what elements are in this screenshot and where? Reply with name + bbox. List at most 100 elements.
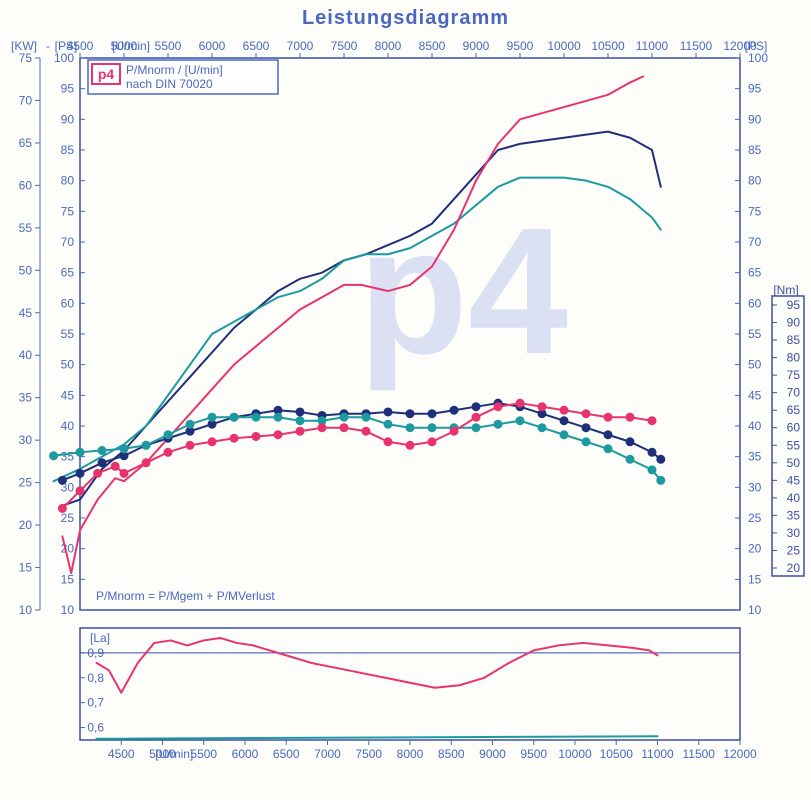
nm-tick: 40	[787, 491, 801, 505]
marker-torque-teal	[406, 424, 414, 432]
marker-torque-pink	[120, 469, 128, 477]
lambda-x-tick: 4500	[108, 747, 135, 761]
marker-torque-pink	[274, 431, 282, 439]
legend-badge: p4	[98, 66, 115, 82]
marker-torque-teal	[164, 431, 172, 439]
x-top-tick: 11500	[680, 39, 713, 53]
ps-right-tick: 40	[748, 419, 762, 433]
marker-torque-pink	[384, 438, 392, 446]
marker-torque-pink	[340, 424, 348, 432]
marker-torque-pink	[428, 438, 436, 446]
nm-tick: 35	[787, 508, 801, 522]
ps-left-tick: 25	[61, 511, 75, 525]
lambda-x-tick: 11500	[683, 747, 716, 761]
nm-tick: 65	[787, 403, 801, 417]
nm-tick: 45	[787, 473, 801, 487]
lambda-y-tick: 0,8	[87, 671, 104, 685]
marker-torque-teal	[538, 424, 546, 432]
series-lambda-pink	[97, 638, 658, 693]
kw-tick: 25	[19, 476, 33, 490]
x-top-tick: 10500	[591, 39, 625, 53]
marker-torque-teal	[252, 413, 260, 421]
ps-right-tick: 70	[748, 235, 762, 249]
nm-tick: 30	[787, 526, 801, 540]
legend-line2: nach DIN 70020	[126, 77, 213, 91]
marker-torque-navy	[648, 448, 656, 456]
x-top-tick: 9000	[463, 39, 490, 53]
x-top-tick: 9500	[507, 39, 534, 53]
ps-right-tick: 85	[748, 143, 762, 157]
ps-left-tick: 10	[61, 603, 75, 617]
lambda-x-tick: 7500	[355, 747, 382, 761]
ps-right-tick: 30	[748, 480, 762, 494]
ps-right-tick: 75	[748, 204, 762, 218]
nm-axis-title: [Nm]	[773, 283, 798, 297]
marker-torque-teal	[296, 417, 304, 425]
kw-tick: 75	[19, 51, 33, 65]
ps-right-tick: 45	[748, 388, 762, 402]
lambda-x-tick: 6000	[232, 747, 259, 761]
x-top-tick: 11000	[636, 39, 669, 53]
x-top-tick: 7500	[331, 39, 358, 53]
nm-tick: 85	[787, 333, 801, 347]
marker-torque-teal	[657, 476, 665, 484]
series-lambda-teal	[97, 736, 658, 738]
ps-left-tick: 40	[61, 419, 75, 433]
marker-torque-teal	[208, 413, 216, 421]
ps-right-tick: 35	[748, 450, 762, 464]
x-top-tick: 7000	[287, 39, 314, 53]
nm-tick: 25	[787, 543, 801, 557]
ps-right-tick: 90	[748, 112, 762, 126]
marker-torque-navy	[296, 408, 304, 416]
lambda-y-tick: 0,6	[87, 721, 104, 735]
marker-torque-navy	[406, 410, 414, 418]
ps-right-tick: 10	[748, 603, 762, 617]
marker-torque-teal	[340, 413, 348, 421]
lambda-y-tick: 0,7	[87, 696, 104, 710]
kw-tick: 70	[19, 93, 33, 107]
marker-torque-teal	[626, 455, 634, 463]
marker-torque-navy	[58, 476, 66, 484]
svg-text:-: -	[46, 39, 50, 53]
chart-title: Leistungsdiagramm	[302, 7, 509, 29]
marker-torque-teal	[186, 420, 194, 428]
marker-torque-teal	[230, 413, 238, 421]
ps-left-tick: 35	[61, 450, 75, 464]
marker-torque-teal	[362, 413, 370, 421]
nm-tick: 75	[787, 368, 801, 382]
ps-left-tick: 50	[61, 358, 75, 372]
marker-torque-pink	[58, 504, 66, 512]
lambda-x-tick: 5500	[190, 747, 217, 761]
formula-note: P/Mnorm = P/Mgem + P/MVerlust	[96, 589, 275, 603]
ps-left-tick: 80	[61, 174, 75, 188]
marker-torque-pink	[318, 424, 326, 432]
marker-torque-navy	[450, 406, 458, 414]
marker-torque-navy	[657, 455, 665, 463]
lambda-x-tick: 7000	[314, 747, 341, 761]
ps-left-tick: 45	[61, 388, 75, 402]
lambda-x-tick: 10500	[600, 747, 634, 761]
marker-torque-teal	[76, 448, 84, 456]
marker-torque-pink	[516, 399, 524, 407]
ps-right-tick: 100	[748, 51, 768, 65]
lambda-x-tick: 11000	[641, 747, 674, 761]
chart-svg: Leistungsdiagrammp4450050005500600065007…	[0, 0, 811, 800]
marker-torque-teal	[560, 431, 568, 439]
marker-torque-pink	[538, 403, 546, 411]
ps-right-tick: 25	[748, 511, 762, 525]
x-top-tick: 6000	[199, 39, 226, 53]
marker-torque-pink	[406, 441, 414, 449]
marker-torque-teal	[120, 445, 128, 453]
marker-torque-pink	[164, 448, 172, 456]
marker-torque-teal	[494, 420, 502, 428]
nm-tick: 60	[787, 421, 801, 435]
marker-torque-pink	[94, 469, 102, 477]
x-top-tick: 5500	[155, 39, 182, 53]
kw-tick: 60	[19, 178, 33, 192]
marker-torque-pink	[472, 413, 480, 421]
ps-right-tick: 20	[748, 542, 762, 556]
marker-torque-teal	[472, 424, 480, 432]
ps-left-tick: 75	[61, 204, 75, 218]
ps-right-tick: 60	[748, 296, 762, 310]
ps-right-tick: 50	[748, 358, 762, 372]
